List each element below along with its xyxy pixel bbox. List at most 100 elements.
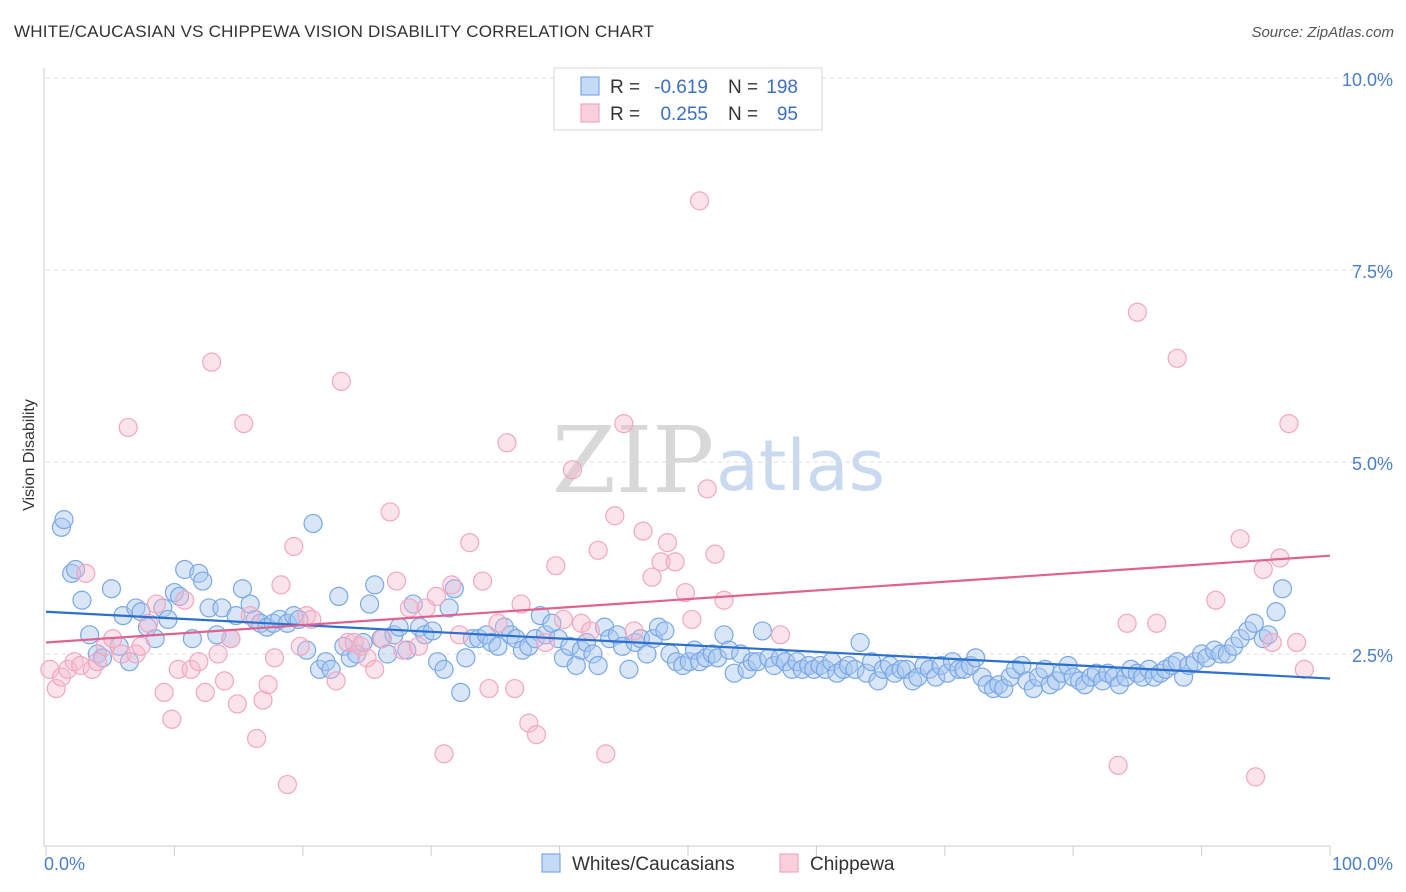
whites-point-86: [583, 644, 603, 664]
whites-point-202: [1266, 602, 1286, 622]
chippewa-point-104: [1294, 659, 1314, 679]
chippewa-point-78: [624, 621, 644, 641]
chippewa-point-62: [488, 613, 508, 633]
chippewa-point-77: [614, 414, 634, 434]
whites-point-144: [919, 659, 939, 679]
whites-point-85: [576, 632, 597, 653]
chippewa-point-49: [380, 502, 400, 522]
whites-point-107: [707, 648, 728, 668]
chippewa-point-21: [181, 659, 201, 679]
whites-point-5: [80, 625, 100, 645]
chippewa-point-32: [253, 690, 273, 710]
chippewa-point-35: [271, 575, 291, 595]
whites-trendline: [45, 610, 1331, 680]
whites-point-191: [1191, 644, 1212, 664]
whites-point-117: [764, 655, 784, 676]
whites-point-170: [1070, 671, 1090, 691]
y-tick-label-2: 7.5%: [1352, 262, 1393, 282]
y-tick-label-1: 5.0%: [1352, 454, 1393, 474]
whites-point-28: [226, 605, 246, 626]
series-chippewa: [40, 191, 1314, 795]
chippewa-point-47: [365, 659, 385, 679]
legend-n-value-2: 95: [777, 104, 798, 125]
whites-point-4: [72, 590, 92, 610]
chippewa-point-90: [770, 625, 791, 645]
legend-swatch-chippewa: [580, 103, 600, 123]
chippewa-point-51: [393, 640, 413, 660]
bottom-legend-label-chippewa: Chippewa: [810, 854, 895, 875]
whites-point-160: [1012, 655, 1032, 676]
chippewa-point-26: [214, 671, 235, 691]
chippewa-point-60: [472, 571, 493, 591]
chippewa-point-70: [553, 609, 574, 630]
whites-point-132: [850, 632, 870, 653]
whites-point-146: [931, 655, 951, 676]
whites-point-23: [193, 571, 213, 591]
legend-r-value-2: 0.255: [660, 104, 708, 125]
whites-point-148: [942, 652, 963, 672]
watermark-atlas: atlas: [716, 425, 885, 507]
whites-point-2: [62, 563, 82, 583]
whites-point-119: [775, 652, 796, 672]
y-tick-labels: 2.5% 5.0% 7.5% 10.0%: [1342, 70, 1393, 666]
gridlines: [46, 77, 1392, 655]
chippewa-point-27: [221, 629, 241, 649]
chippewa-point-71: [562, 460, 583, 480]
chippewa-point-79: [633, 521, 653, 541]
whites-point-134: [862, 652, 882, 672]
whites-point-21: [182, 629, 202, 649]
chippewa-point-68: [535, 632, 556, 653]
chippewa-point-85: [682, 609, 702, 630]
whites-point-161: [1017, 671, 1037, 691]
chippewa-point-14: [131, 636, 151, 656]
whites-point-70: [488, 636, 508, 656]
legend-n-value-1: 198: [766, 77, 798, 98]
whites-point-20: [175, 559, 195, 580]
chippewa-point-33: [258, 675, 278, 695]
chippewa-point-89: [714, 590, 734, 610]
chippewa-point-93: [1127, 302, 1148, 322]
chippewa-point-102: [1279, 414, 1299, 434]
whites-point-0: [51, 517, 72, 537]
whites-point-195: [1217, 644, 1237, 664]
whites-point-145: [926, 667, 946, 687]
chippewa-point-31: [246, 728, 267, 749]
whites-point-19: [169, 586, 190, 607]
chippewa-point-15: [139, 613, 159, 633]
whites-point-139: [891, 659, 911, 679]
y-tick-label-3: 10.0%: [1342, 70, 1393, 90]
legend-box: R = -0.619 N = 198 R = 0.255 N = 95: [553, 67, 823, 131]
axes: [43, 68, 1331, 856]
whites-point-192: [1197, 648, 1217, 668]
chippewa-point-87: [697, 479, 717, 499]
whites-point-49: [359, 594, 380, 614]
chippewa-point-55: [426, 586, 446, 607]
legend-swatch-whites: [580, 76, 600, 96]
chippewa-point-69: [546, 556, 566, 576]
whites-point-196: [1224, 636, 1244, 656]
chippewa-point-42: [331, 371, 351, 391]
chippewa-point-65: [511, 594, 531, 614]
chippewa-point-25: [208, 644, 228, 664]
whites-point-198: [1238, 621, 1258, 641]
bottom-legend: Whites/Caucasians Chippewa: [541, 853, 895, 875]
whites-point-41: [309, 659, 330, 679]
whites-point-11: [119, 652, 140, 672]
whites-point-52: [377, 644, 398, 664]
y-tick-label-0: 2.5%: [1352, 646, 1393, 666]
chippewa-point-59: [460, 533, 480, 553]
whites-point-50: [365, 575, 385, 595]
chart-title: WHITE/CAUCASIAN VS CHIPPEWA VISION DISAB…: [14, 22, 655, 41]
bottom-legend-swatch-chippewa: [779, 853, 799, 873]
whites-point-54: [389, 617, 409, 637]
chippewa-point-80: [642, 567, 662, 587]
whites-point-135: [868, 671, 888, 691]
chippewa-point-58: [449, 625, 470, 645]
whites-point-157: [994, 678, 1014, 699]
whites-point-171: [1075, 675, 1095, 695]
chippewa-point-74: [588, 540, 608, 560]
whites-point-61: [434, 659, 454, 679]
whites-point-3: [65, 559, 86, 580]
chippewa-point-75: [596, 744, 616, 764]
